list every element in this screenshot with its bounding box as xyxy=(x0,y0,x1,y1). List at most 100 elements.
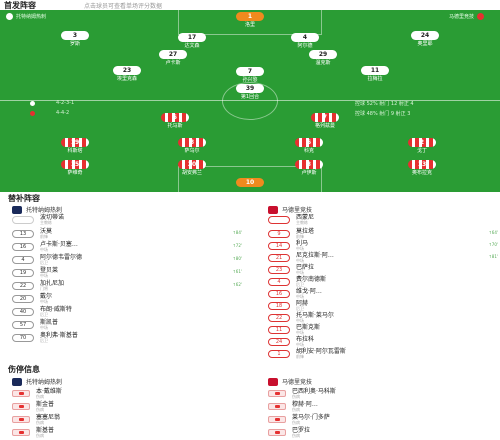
substitute-row[interactable]: 16 维戈·阿… 中场 xyxy=(268,288,498,300)
injury-row[interactable]: 巴西利奥·马科斯 伤病 xyxy=(268,387,498,400)
subs-away-team: 马德里竞技 xyxy=(268,205,312,214)
shirt-number: 22 xyxy=(268,314,290,322)
substitute-row[interactable]: 9 莫拉塔 前锋 ↑64' xyxy=(268,228,498,240)
player-name: 卢伊斯 xyxy=(301,170,317,176)
injury-status: 伤病 xyxy=(292,393,300,399)
player-position: 前锋 xyxy=(296,234,304,239)
substitute-row[interactable]: 22 加扎尼加 门将 ↑62' xyxy=(12,280,242,292)
player-name: 阿尔德韦雷尔德 xyxy=(40,254,83,261)
player-name: 维戈·阿… xyxy=(296,288,322,295)
home-player[interactable]: 4 阿尔德 xyxy=(288,33,322,55)
injury-row[interactable]: 斯基普 伤病 xyxy=(12,426,242,439)
substitute-row[interactable]: 11 巴斯克斯 中场 xyxy=(268,324,498,336)
substitute-row[interactable]: 20 戴尔 中场 xyxy=(12,293,242,305)
home-logo-icon xyxy=(12,205,22,214)
away-player[interactable]: 3 卢伊斯 xyxy=(292,160,326,182)
injury-row[interactable]: 巴罗拉 伤病 xyxy=(268,426,498,439)
home-player[interactable]: 27 卢卡斯 xyxy=(156,50,190,72)
substitute-row[interactable]: 4 费尔南德斯 后卫 xyxy=(268,276,498,288)
shirt-number: 15 xyxy=(61,160,89,169)
home-player[interactable]: 3 罗斯 xyxy=(58,31,92,53)
inj-home-team-name: 托特纳姆热刺 xyxy=(26,379,63,386)
substitute-row[interactable]: 22 托马斯·莱马尔 中场 xyxy=(268,312,498,324)
player-name: 巴斯克斯 xyxy=(296,324,321,331)
home-player[interactable]: 11 拉梅拉 xyxy=(358,66,392,88)
injury-row[interactable]: 塞塞尼翁 伤病 xyxy=(12,413,242,426)
shirt-number: 18 xyxy=(268,302,290,310)
substitute-row[interactable]: 14 利马 中场 ↑70' xyxy=(268,240,498,252)
home-player[interactable]: 17 达文森 xyxy=(175,33,209,55)
player-name: 胡安弗兰 xyxy=(181,170,202,176)
player-name: 拉梅拉 xyxy=(367,76,383,82)
player-name: 达文森 xyxy=(184,43,200,49)
sub-time: ↑80' xyxy=(232,256,242,261)
player-position: 后卫 xyxy=(40,338,48,343)
player-position: 后卫 xyxy=(40,260,48,265)
home-mini-crest-icon xyxy=(30,101,35,106)
substitute-row[interactable]: 57 斯凯普 中场 xyxy=(12,319,242,331)
injury-row[interactable]: 本·戴维斯 伤病 xyxy=(12,387,242,400)
injury-row[interactable]: 斯金普 伤病 xyxy=(12,400,242,413)
substitute-row[interactable]: 16 卢卡斯·贝塞… 中场 ↑72' xyxy=(12,241,242,253)
injury-icon xyxy=(12,390,30,397)
shirt-number: 2 xyxy=(408,138,436,147)
home-player[interactable]: 24 奥里耶 xyxy=(408,31,442,53)
away-player[interactable]: 15 萨维奇 xyxy=(58,160,92,182)
substitute-row[interactable]: 19 登贝莱 中场 ↑61' xyxy=(12,267,242,279)
home-player-gk[interactable]: 1 洛里 xyxy=(233,12,267,34)
shirt-number: 29 xyxy=(309,50,337,59)
player-position: 中场 xyxy=(40,299,48,304)
away-player[interactable]: 5 托马斯 xyxy=(158,113,192,135)
home-player[interactable]: 7 孙兴慜 xyxy=(233,67,267,89)
injury-status: 伤病 xyxy=(36,393,44,399)
player-name: 莫拉塔 xyxy=(296,228,315,235)
player-name: 格列兹曼 xyxy=(314,123,335,129)
substitute-row[interactable]: 4 阿尔德韦雷尔德 后卫 ↑80' xyxy=(12,254,242,266)
away-player[interactable]: 8 萨乌尔 xyxy=(175,138,209,160)
substitute-row[interactable]: 23 巴萨拉 中场 xyxy=(268,264,498,276)
substitute-row[interactable]: 18 阿赫 后卫 xyxy=(268,300,498,312)
shirt-number: 13 xyxy=(408,160,436,169)
home-coach-row: 波切蒂诺 主教练 xyxy=(12,214,242,226)
substitute-row[interactable]: 21 尼克拉斯·阿… 中场 ↑81' xyxy=(268,252,498,264)
substitute-row[interactable]: 70 奥利弗·斯基普 后卫 xyxy=(12,332,242,344)
substitute-row[interactable]: 24 布拉科 中场 xyxy=(268,336,498,348)
shirt-number: 5 xyxy=(161,113,189,122)
player-position: 中场 xyxy=(40,325,48,330)
away-player-gk[interactable]: 10 xyxy=(233,178,267,192)
home-player[interactable]: 23 埃里克森 xyxy=(110,66,144,88)
substitute-row[interactable]: 40 布朗·威斯特 后卫 xyxy=(12,306,242,318)
away-player[interactable]: 19 科斯塔 xyxy=(58,138,92,160)
player-name: 罗斯 xyxy=(69,41,80,47)
player-name: 戴尔 xyxy=(40,293,53,300)
home-player[interactable]: 29 温克斯 xyxy=(306,50,340,72)
player-position: 中场 xyxy=(296,294,304,299)
substitute-row[interactable]: 1 胡利安·阿尔瓦雷斯 前锋 xyxy=(268,348,498,360)
injury-row[interactable]: 穆赫·阿… 伤病 xyxy=(268,400,498,413)
substitutes-title: 替补阵容 xyxy=(8,194,40,203)
shirt-number: 14 xyxy=(268,242,290,250)
injury-row[interactable]: 莱马尔·门多萨 伤病 xyxy=(268,413,498,426)
coach-role: 主教练 xyxy=(296,220,308,225)
player-name: 奥利弗·斯基普 xyxy=(40,332,78,339)
player-name: 卢卡斯 xyxy=(165,60,181,66)
away-player[interactable]: 13 奥布拉克 xyxy=(405,160,439,182)
shirt-number: 4 xyxy=(12,256,34,264)
player-name: 卢卡斯·贝塞… xyxy=(40,241,78,248)
player-name: 科克 xyxy=(303,148,314,154)
substitute-row[interactable]: 13 沃莫 前锋 ↑84' xyxy=(12,228,242,240)
away-player[interactable]: 2 戈丁 xyxy=(405,138,439,160)
home-player-striker[interactable]: 39 第1回合 xyxy=(233,84,267,106)
player-position: 中场 xyxy=(296,270,304,275)
player-name: 斯凯普 xyxy=(40,319,59,326)
away-player[interactable]: 6 科克 xyxy=(292,138,326,160)
player-name: 加扎尼加 xyxy=(40,280,65,287)
player-position: 后卫 xyxy=(296,282,304,287)
home-formation: 4-2-3-1 xyxy=(56,100,75,106)
shirt-number: 8 xyxy=(178,138,206,147)
sub-time: ↑61' xyxy=(232,269,242,274)
shirt-number: 17 xyxy=(178,33,206,42)
shirt-number: 1 xyxy=(236,12,264,21)
away-player[interactable]: 7 格列兹曼 xyxy=(308,113,342,135)
away-player[interactable]: 20 胡安弗兰 xyxy=(175,160,209,182)
